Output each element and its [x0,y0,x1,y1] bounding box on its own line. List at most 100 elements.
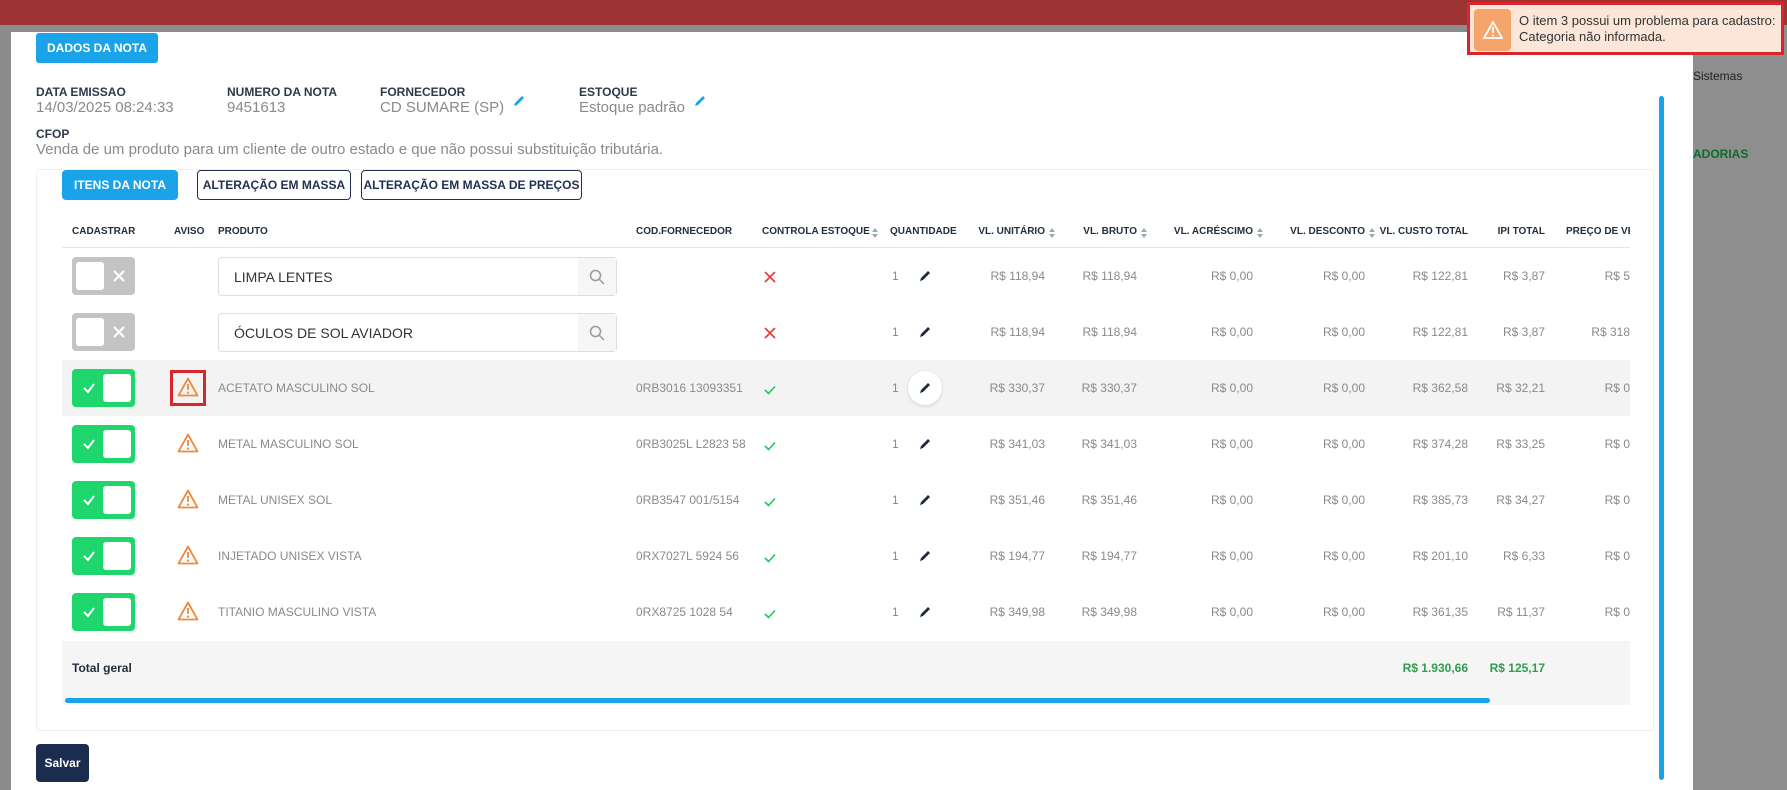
quantity: 1 [892,325,899,339]
value-cell: R$ 0,00 [1210,269,1253,283]
value-cell: R$ 0 [1604,605,1630,619]
warning-icon [177,377,199,402]
value-cell: R$ 32,21 [1496,381,1545,395]
stock-control-icon [764,326,776,344]
quantity: 1 [892,605,899,619]
warning-icon [177,489,199,514]
cfop-value: Venda de um produto para um cliente de o… [36,141,664,158]
toggle-knob [103,430,131,458]
vertical-scrollbar[interactable] [1659,96,1664,780]
column-header[interactable]: VL. DESCONTO [1290,226,1365,237]
column-header[interactable]: CONTROLA ESTOQUE [762,226,870,237]
warning-icon [177,433,199,458]
total-ipi: R$ 125,17 [1489,661,1545,675]
column-header[interactable]: PRODUTO [218,226,268,237]
supplier-code: 0RX7027L 5924 56 [636,549,739,563]
edit-quantity[interactable] [918,549,932,568]
toast-line: O item 3 possui um problema para cadastr… [1519,13,1776,28]
column-header[interactable]: VL. BRUTO [1083,226,1137,237]
warning-highlight [170,370,206,406]
value-cell: R$ 0,00 [1210,549,1253,563]
save-button[interactable]: Salvar [36,744,89,782]
product-input[interactable]: LIMPA LENTES [218,257,617,296]
value-cell: R$ 349,98 [1081,605,1137,619]
product-name: METAL MASCULINO SOL [218,437,359,451]
product-input[interactable]: ÓCULOS DE SOL AVIADOR [218,313,617,352]
edit-quantity[interactable] [918,381,932,400]
tab[interactable]: DADOS DA NOTA [36,33,158,63]
search-button[interactable] [578,314,616,351]
field-label: ESTOQUE [579,85,638,99]
toggle[interactable] [72,425,135,463]
value-cell: R$ 0,00 [1322,437,1365,451]
column-header[interactable]: PREÇO DE VENDA [1566,226,1630,237]
column-header[interactable]: VL. ACRÉSCIMO [1173,226,1253,237]
edit-quantity[interactable] [918,325,932,344]
toggle[interactable] [72,313,135,351]
value-cell: R$ 0,00 [1322,493,1365,507]
toggle-icon [82,437,96,455]
value-cell: R$ 0,00 [1210,381,1253,395]
toggle[interactable] [72,257,135,295]
value-cell: R$ 330,37 [989,381,1045,395]
toggle[interactable] [72,369,135,407]
supplier-code: 0RB3016 13093351 [636,381,743,395]
toggle[interactable] [72,537,135,575]
field-value: CD SUMARE (SP) [380,99,505,116]
value-cell: R$ 0,00 [1322,605,1365,619]
product-name: ÓCULOS DE SOL AVIADOR [234,325,413,341]
toast-icon [1483,21,1503,39]
value-cell: R$ 0,00 [1210,605,1253,619]
warning-icon [177,545,199,570]
edit-quantity[interactable] [918,269,932,288]
supplier-code: 0RX8725 1028 54 [636,605,733,619]
nav-text: ADORIAS [1693,147,1749,161]
value-cell: R$ 194,77 [989,549,1045,563]
toggle-knob [76,318,104,346]
row-highlight [62,360,1630,416]
toggle-knob [103,374,131,402]
column-header[interactable]: AVISO [174,226,205,237]
tab-button[interactable]: ALTERAÇÃO EM MASSA [197,170,351,200]
cfop-label: CFOP [36,127,70,141]
column-header[interactable]: IPI TOTAL [1497,226,1545,237]
supplier-code: 0RB3025L L2823 58 [636,437,746,451]
column-header[interactable]: VL. UNITÁRIO [978,226,1045,237]
edit-quantity[interactable] [918,605,932,624]
sort-icon [1048,226,1056,244]
toggle[interactable] [72,481,135,519]
header-divider [62,247,1630,248]
value-cell: R$ 318 [1591,325,1630,339]
value-cell: R$ 5 [1604,269,1630,283]
total-custo: R$ 1.930,66 [1402,661,1468,675]
toggle-icon [112,325,126,344]
toggle[interactable] [72,593,135,631]
value-cell: R$ 118,94 [1082,269,1138,283]
value-cell: R$ 118,94 [1082,325,1138,339]
quantity: 1 [892,493,899,507]
supplier-code: 0RB3547 001/5154 [636,493,740,507]
column-header[interactable]: VL. CUSTO TOTAL [1379,226,1468,237]
edit-quantity[interactable] [918,493,932,512]
toggle-icon [82,605,96,623]
horizontal-scrollbar[interactable] [65,698,1490,703]
quantity: 1 [892,381,899,395]
tab-button[interactable]: ITENS DA NOTA [62,170,178,200]
toggle-icon [112,269,126,288]
field-label: NUMERO DA NOTA [227,85,337,99]
field-value: Estoque padrão [579,99,685,116]
column-header[interactable]: QUANTIDADE [890,226,957,237]
column-header[interactable]: CADASTRAR [72,226,136,237]
value-cell: R$ 122,81 [1412,269,1468,283]
toggle-knob [103,542,131,570]
edit-quantity[interactable] [918,437,932,456]
toast[interactable]: O item 3 possui um problema para cadastr… [1467,2,1784,55]
column-header[interactable]: COD.FORNECEDOR [636,226,733,237]
tab-button[interactable]: ALTERAÇÃO EM MASSA DE PREÇOS [361,170,582,200]
toggle-icon [82,549,96,567]
items-card [36,169,1654,731]
search-button[interactable] [578,258,616,295]
